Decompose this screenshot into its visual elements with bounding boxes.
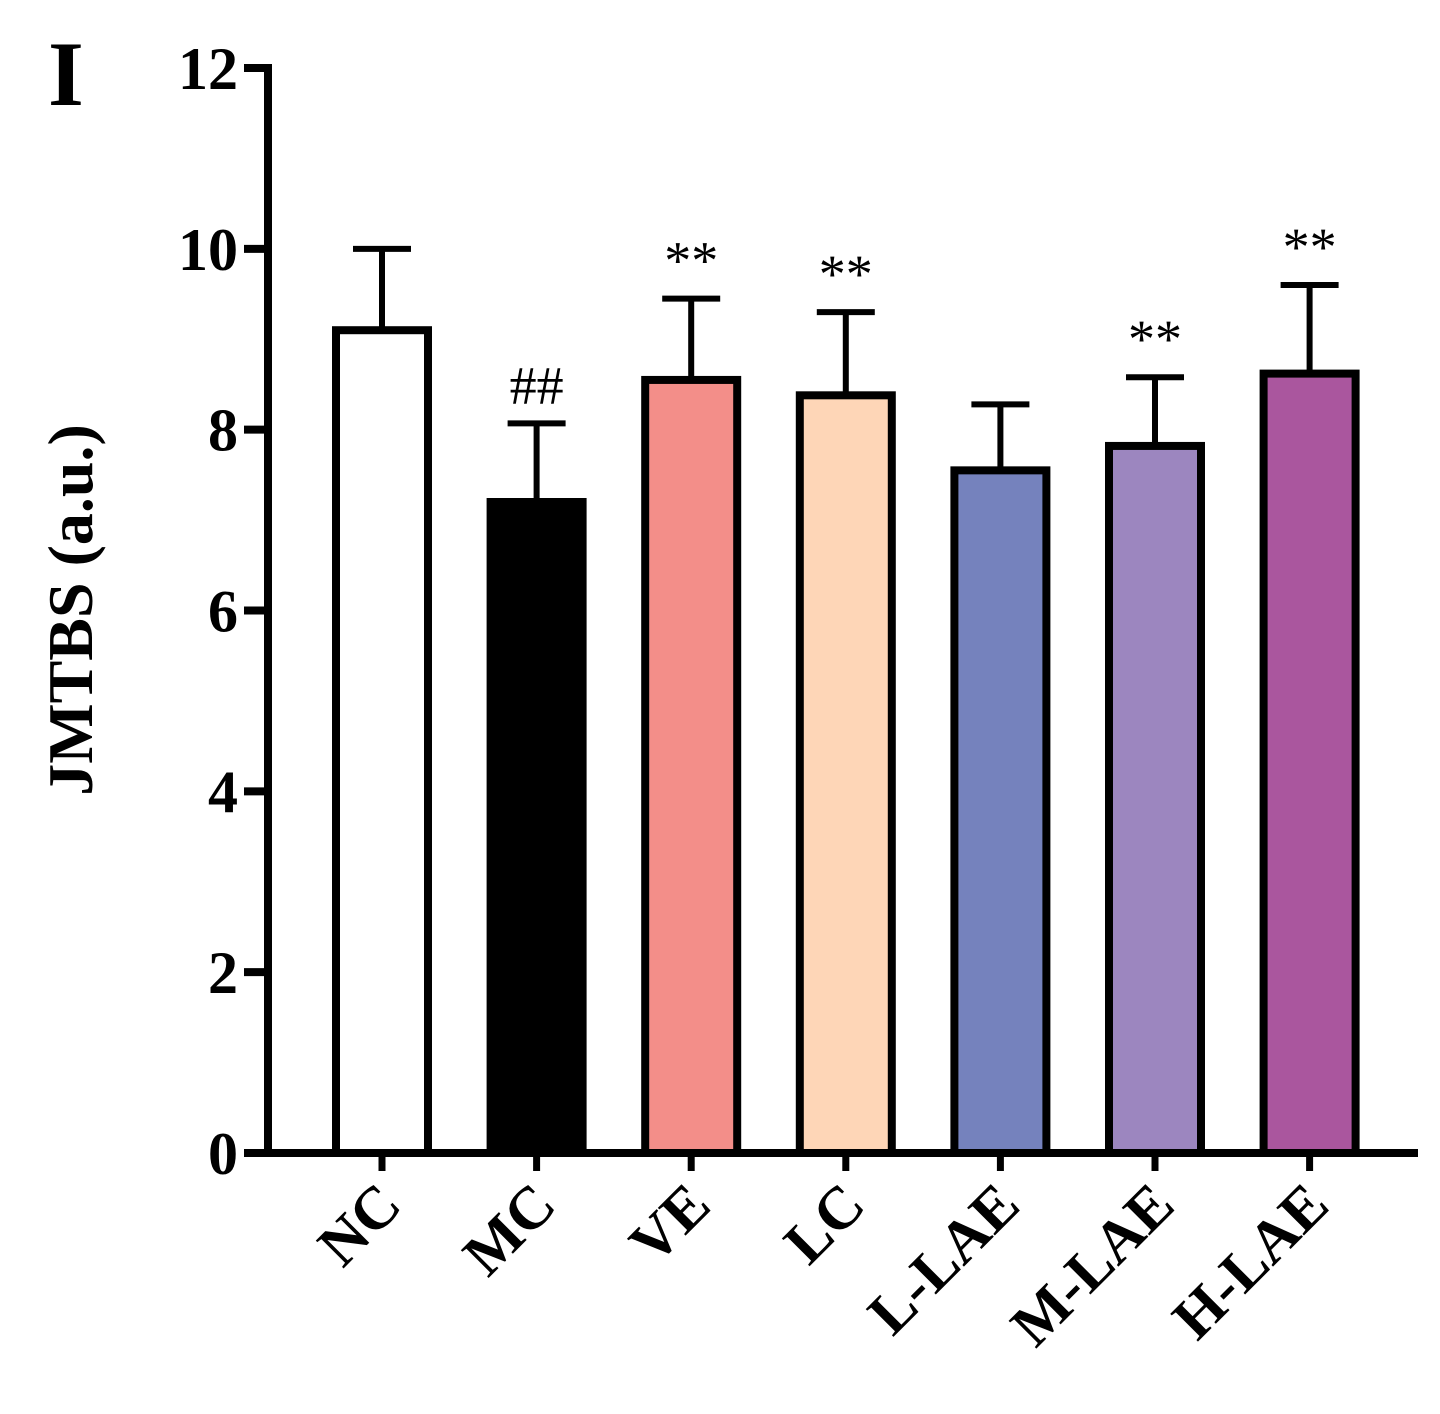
bar-ve [641,375,742,1157]
category-label: VE [617,1171,723,1277]
bar-h-lae [1259,369,1360,1157]
significance-label: ** [664,231,718,291]
category-label: NC [305,1171,413,1279]
y-tick-label: 0 [208,1121,238,1187]
category-label: M-LAE [998,1171,1186,1359]
significance-label: ## [510,355,564,415]
significance-label: ** [819,244,873,304]
bar-lc [795,391,896,1157]
y-tick-label: 8 [208,398,238,464]
category-label: MC [450,1171,567,1288]
error-bars [353,245,1339,502]
panel-label: I [48,23,84,125]
bars [332,326,1360,1158]
y-tick-label: 12 [178,36,238,102]
bar-mc [486,498,587,1157]
category-label: LC [771,1171,877,1277]
category-label: L-LAE [855,1171,1031,1347]
significance-labels: ## ** ** ** ** [510,217,1337,415]
bar-nc [332,326,432,1158]
significance-label: ** [1283,217,1337,277]
y-tick-label: 10 [178,217,238,283]
bar-l-lae [950,466,1051,1157]
category-label: H-LAE [1160,1171,1341,1352]
significance-label: ** [1128,309,1182,369]
y-tick-label: 4 [208,759,238,825]
y-axis: 0 2 4 6 8 10 12 [178,36,272,1187]
bar-m-lae [1105,441,1205,1158]
y-tick-label: 2 [208,940,238,1006]
y-tick-label: 6 [208,579,238,645]
y-axis-title: JMTBS (a.u.) [35,424,106,796]
